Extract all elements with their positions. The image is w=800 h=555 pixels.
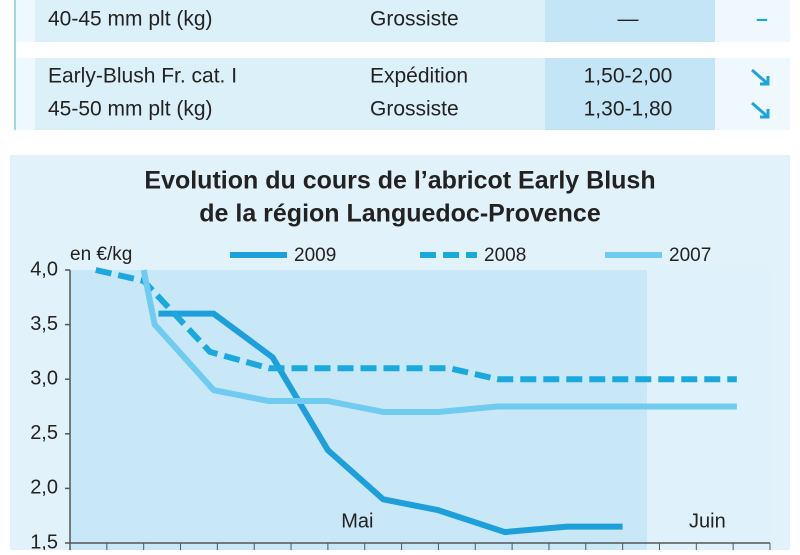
series-line <box>140 269 737 415</box>
y-tick-label: 4,0 <box>30 258 58 280</box>
table-cell: — <box>618 8 639 31</box>
table-cell: Expédition <box>370 65 468 88</box>
y-tick-label: 1,5 <box>30 531 58 550</box>
chart-title: Evolution du cours de l’abricot Early Bl… <box>144 167 655 195</box>
legend-label: 2009 <box>294 245 336 266</box>
row-gap <box>15 42 790 58</box>
table-cell: – <box>756 8 768 31</box>
y-tick-label: 3,5 <box>30 313 58 335</box>
table-cell: Early-Blush Fr. cat. I <box>48 65 237 88</box>
series-line <box>158 310 623 536</box>
y-tick-label: 3,0 <box>30 367 58 389</box>
table-text: 40-45 mm plt (kg) Grossiste — – Early-Blush … <box>48 8 768 121</box>
table-cell: 1,30-1,80 <box>584 98 673 121</box>
table-cell: Grossiste <box>370 98 459 121</box>
cell-bg <box>35 0 545 42</box>
y-axis-label: en €/kg <box>70 244 132 265</box>
cell-bg <box>35 58 545 130</box>
table-cell: 40-45 mm plt (kg) <box>48 8 213 31</box>
x-tick-label: Juin <box>689 510 726 532</box>
y-tick-label: 2,5 <box>30 422 58 444</box>
table-cell: 45-50 mm plt (kg) <box>48 98 213 121</box>
legend-label: 2007 <box>669 245 711 266</box>
cell-bg <box>545 0 715 42</box>
table-cell: Grossiste <box>370 8 459 31</box>
chart: 1,5 2,0 2,5 3,0 3,5 4,0 Mai Juin 2009 2008 2007 <box>30 245 771 553</box>
table-cell: 1,50-2,00 <box>584 65 673 88</box>
cell-bg <box>545 58 715 130</box>
trend-arrows <box>751 68 770 119</box>
month-band <box>647 270 770 550</box>
x-tick-label: Mai <box>341 510 373 532</box>
chart-title: de la région Languedoc-Provence <box>199 200 601 228</box>
legend-label: 2008 <box>484 245 526 266</box>
y-tick-label: 2,0 <box>30 477 58 499</box>
